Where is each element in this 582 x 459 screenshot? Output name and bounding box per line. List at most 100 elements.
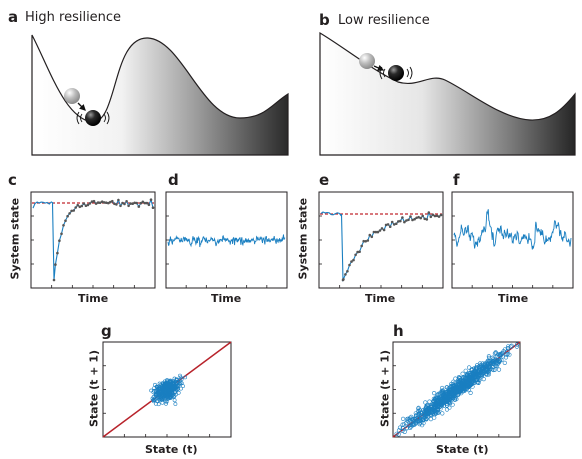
scatter-point [401, 422, 407, 427]
ghost-ball-icon [64, 88, 80, 104]
scatter-point [172, 398, 177, 403]
scatter-point [154, 391, 159, 396]
scatter-point [479, 374, 485, 379]
x-axis-label-h: State (t) [436, 443, 489, 456]
scatter-point [178, 375, 183, 380]
scatter-point [456, 375, 462, 380]
scatter-point [432, 404, 437, 409]
scatter-point [486, 354, 492, 359]
scatter-point [178, 381, 182, 386]
scatter-point [514, 344, 520, 349]
scatter-point [412, 422, 417, 427]
scatter-point [490, 359, 496, 364]
scatter-point [509, 343, 514, 348]
scatter-point [507, 352, 512, 357]
y-axis-label-g: State (t + 1) [87, 350, 101, 427]
scatter-point [443, 396, 448, 401]
panel-label-g: g [101, 322, 112, 340]
scatter-point [169, 378, 173, 383]
arrow-icon [77, 102, 86, 111]
scatter-point [479, 372, 484, 377]
scatter-point [424, 416, 429, 421]
y-axis-label-c: System state [8, 197, 22, 280]
scatter-point [163, 389, 168, 394]
scatter-point [499, 357, 504, 363]
scatter-point [447, 405, 452, 410]
scatter-point [466, 375, 471, 380]
scatter-point [464, 376, 469, 381]
scatter-point [432, 397, 438, 402]
scatter-point [477, 366, 482, 371]
x-axis-label-g: State (t) [145, 443, 198, 456]
scatter-point [157, 391, 162, 396]
scatter-point [410, 423, 415, 428]
scatter-point [468, 377, 474, 382]
scatter-point [433, 410, 438, 415]
scatter-point [401, 416, 406, 422]
panel-label-e: e [319, 171, 330, 189]
scatter-point [164, 399, 169, 404]
axis-ticks [103, 365, 211, 437]
scatter-point [164, 401, 168, 406]
series-line [453, 209, 572, 250]
vibration-icon [76, 111, 110, 125]
scatter-g [103, 365, 211, 437]
x-axis-label-e: Time [365, 292, 396, 305]
scatter-point [493, 351, 499, 356]
scatter-point [175, 386, 180, 391]
x-axis-label-c: Time [78, 292, 109, 305]
panel-label-a: a [8, 8, 19, 26]
scatter-point [176, 390, 181, 395]
scatter-point [505, 346, 511, 351]
scatter-point [486, 372, 492, 377]
scatter-point [162, 379, 167, 384]
scatter-point [424, 410, 429, 416]
axis-ticks [166, 215, 268, 288]
ghost-ball-icon [359, 53, 375, 69]
panel-label-c: c [8, 171, 17, 189]
scatter-point [168, 396, 173, 400]
scatter-point [468, 382, 473, 388]
scatter-point [444, 394, 449, 399]
scatter-point [482, 365, 488, 370]
scatter-point [440, 385, 445, 391]
scatter-point [167, 382, 172, 387]
scatter-point [440, 411, 445, 416]
frame-c [30, 191, 156, 289]
scatter-point [441, 398, 446, 404]
scatter-point [420, 423, 425, 428]
series-c [31, 197, 155, 288]
scatter-point [409, 416, 414, 421]
scatter-point [441, 403, 447, 409]
scatter-point [435, 408, 440, 413]
scatter-point [436, 403, 441, 408]
scatter-point [169, 385, 174, 390]
ball-icon [85, 110, 101, 126]
scatter-point [444, 385, 449, 390]
x-axis-label-f: Time [498, 292, 529, 305]
scatter-point [152, 398, 157, 403]
scatter-point [477, 364, 482, 369]
scatter-point [156, 402, 161, 407]
scatter-point [451, 379, 456, 384]
scatter-point [170, 388, 175, 392]
scatter-point [152, 388, 157, 393]
scatter-point [433, 401, 438, 407]
scatter-point [497, 352, 503, 358]
scatter-point [441, 395, 446, 400]
scatter-point [428, 412, 433, 417]
frame-e [318, 191, 444, 289]
scatter-point [457, 388, 462, 393]
scatter-point [471, 380, 476, 386]
vibration-icon [379, 66, 413, 80]
scatter-point [490, 365, 495, 370]
scatter-point [453, 390, 459, 395]
axis-ticks [31, 215, 135, 288]
panel-label-h: h [393, 322, 404, 340]
scatter-point [504, 352, 509, 357]
scatter-point [483, 364, 489, 369]
scatter-point [397, 425, 403, 430]
scatter-point [441, 393, 446, 398]
scatter-point [160, 400, 165, 405]
